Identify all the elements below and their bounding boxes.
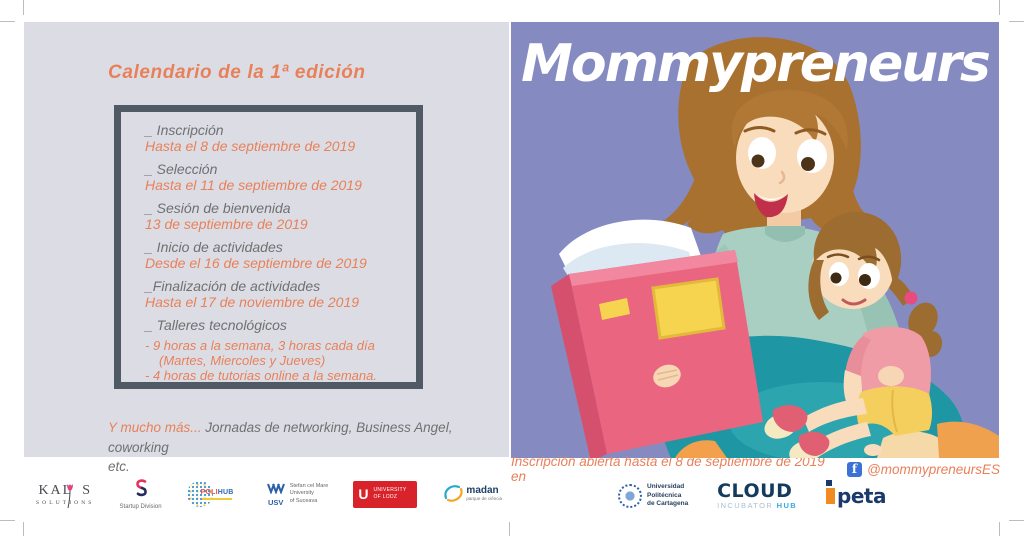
usv-line: University (289, 490, 314, 497)
usv-abbr: USV (268, 498, 284, 508)
startup-division-logo: Startup Division (120, 478, 162, 510)
usv-line: of Suceava (289, 497, 318, 504)
schedule-item: _ Selección Hasta el 11 de septiembre de… (145, 161, 408, 193)
schedule-item-title: _ Talleres tecnológicos (145, 317, 287, 333)
upct-logo: Universidad Politécnica de Cartagena (618, 483, 688, 509)
schedule-item-title: _Finalización de actividades (145, 278, 321, 294)
upct-line: Politécnica (647, 491, 682, 499)
facebook-icon: f (847, 461, 862, 477)
schedule-item-title: _ Inscripción (145, 122, 224, 138)
schedule-box: _ Inscripción Hasta el 8 de septiembre d… (114, 105, 423, 389)
upct-seal-icon (618, 483, 642, 508)
madan-subtext: parque de ciência (466, 496, 502, 502)
schedule-item-date: Desde el 16 de septiembre de 2019 (145, 255, 367, 271)
startup-division-label: Startup Division (119, 504, 162, 510)
talleres-detail-line: - 9 horas a la semana, 3 horas cada día (145, 338, 375, 353)
book-illustration (551, 219, 763, 458)
schedule-item: _ Sesión de bienvenida 13 de septiembre … (145, 200, 408, 232)
cloud-subtext: HUB (776, 501, 798, 511)
ipeta-i-icon (826, 480, 836, 504)
ipeta-logo: peta (826, 480, 886, 508)
lodz-line: OF LODZ (373, 494, 398, 500)
usv-crown-icon (266, 483, 285, 496)
facebook-handle: @mommypreneursES (867, 461, 1000, 477)
footer-etc: etc. (108, 459, 130, 475)
schedule-item-talleres: _ Talleres tecnológicos - 9 horas a la s… (145, 317, 408, 383)
cover-panel: Mommypreneurs (511, 22, 999, 458)
university-of-lodz-logo: U UNIVERSITY OF LODZ (353, 480, 418, 508)
schedule-item-date: Hasta el 8 de septiembre de 2019 (145, 138, 356, 154)
child-figure (764, 212, 943, 458)
schedule-item: _ Inscripción Hasta el 8 de septiembre d… (145, 122, 408, 154)
flyer-title: Mommypreneurs (521, 34, 991, 94)
usv-line: Stefan cel Mare (289, 483, 329, 490)
ipeta-wordmark: peta (837, 484, 886, 508)
footer-highlight: Y mucho más... (108, 420, 202, 435)
schedule-item-date: Hasta el 11 de septiembre de 2019 (145, 177, 362, 193)
cloud-subtext: INCUBATOR (717, 501, 774, 511)
sponsor-logo-strip: Universidad Politécnica de Cartagena CLO… (618, 474, 886, 518)
cloud-wordmark: CLOUD (717, 480, 793, 503)
talleres-details: - 9 horas a la semana, 3 horas cada día … (145, 338, 408, 383)
usv-logo: USV Stefan cel Mare University of Suceav… (266, 481, 329, 508)
calendar-heading: Calendario de la 1ª edición (108, 62, 366, 83)
crop-mark (0, 21, 15, 22)
lodz-u-icon: U (358, 486, 369, 502)
footer-note: Y mucho más... Jornadas de networking, B… (108, 418, 508, 477)
cloud-incubator-hub-logo: CLOUD INCUBATOR HUB (717, 482, 797, 510)
madan-name: madan (466, 485, 499, 497)
kalis-solutions-logo: KAL S SOLUTIONS (36, 482, 95, 508)
crop-mark (23, 0, 24, 15)
schedule-item-title: _ Selección (145, 161, 218, 177)
madan-swoosh-icon (444, 485, 464, 502)
lodz-line: UNIVERSITY (373, 487, 407, 494)
partner-logo-strip: KAL S SOLUTIONS Startup Division POLIHUB (36, 468, 502, 520)
crop-mark (0, 520, 15, 521)
schedule-item-date: 13 de septiembre de 2019 (145, 216, 308, 232)
polihub-logo: POLIHUB (186, 480, 241, 508)
polihub-text: HUB (217, 489, 234, 496)
schedule-item-title: _ Sesión de bienvenida (145, 200, 291, 216)
kalis-text: KAL (38, 482, 74, 498)
calendar-panel: Calendario de la 1ª edición _ Inscripció… (24, 22, 509, 474)
crop-mark (1009, 21, 1024, 22)
crop-mark (999, 522, 1000, 536)
madan-parque-logo: madan parque de ciência (442, 483, 502, 505)
upct-line: Universidad (647, 482, 685, 490)
polihub-text: POLI (200, 489, 218, 496)
footer-rest: Jornadas de networking, Business Angel, … (108, 420, 453, 455)
crop-mark (999, 0, 1000, 15)
crop-mark (1009, 520, 1024, 521)
polihub-underline (201, 498, 232, 500)
talleres-detail-line: (Martes, Miercoles y Jueves) (159, 353, 326, 368)
kalis-subtext: SOLUTIONS (36, 499, 95, 506)
schedule-item-date: Hasta el 17 de noviembre de 2019 (145, 294, 360, 310)
polihub-globe-icon (186, 481, 213, 507)
schedule-item: _Finalización de actividades Hasta el 17… (145, 278, 408, 310)
startup-division-s-icon (135, 479, 147, 497)
upct-line: de Cartagena (647, 500, 689, 508)
schedule-item: _ Inicio de actividades Desde el 16 de s… (145, 239, 408, 271)
mother-child-illustration (551, 37, 999, 458)
schedule-item-title: _ Inicio de actividades (145, 239, 283, 255)
kalis-text: S (82, 482, 93, 498)
talleres-detail-line: - 4 horas de tutorias online a la semana… (145, 368, 377, 383)
crop-mark (509, 522, 510, 536)
crop-mark (23, 522, 24, 536)
tulip-icon (67, 483, 73, 508)
